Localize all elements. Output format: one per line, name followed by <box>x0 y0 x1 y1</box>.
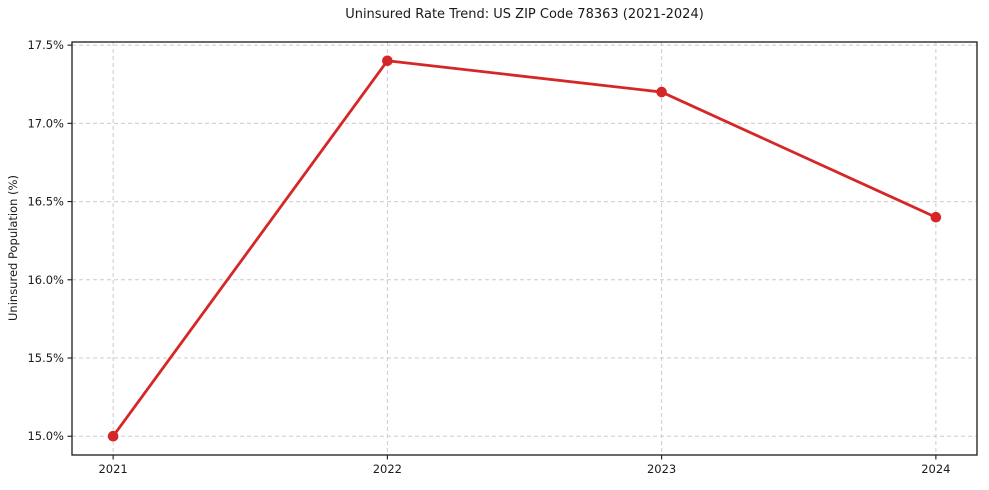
y-tick-label: 16.0% <box>27 273 64 287</box>
data-point-marker <box>656 86 667 98</box>
data-point-marker <box>930 211 942 223</box>
x-tick-label: 2022 <box>373 462 402 476</box>
data-point-marker <box>107 430 119 442</box>
y-tick-label: 15.0% <box>27 429 64 443</box>
y-tick-label: 15.5% <box>27 351 64 365</box>
y-tick-label: 16.5% <box>27 195 64 209</box>
y-axis-label: Uninsured Population (%) <box>6 175 20 322</box>
plot-border <box>71 41 978 456</box>
x-tick-label: 2024 <box>921 462 950 476</box>
x-tick-label: 2021 <box>98 462 127 476</box>
y-tick-label: 17.5% <box>27 38 64 52</box>
trend-line <box>111 59 938 438</box>
y-tick-label: 17.0% <box>27 116 64 130</box>
chart-title: Uninsured Rate Trend: US ZIP Code 78363 … <box>345 7 704 22</box>
data-point-marker <box>382 55 393 67</box>
x-tick-label: 2023 <box>647 462 676 476</box>
